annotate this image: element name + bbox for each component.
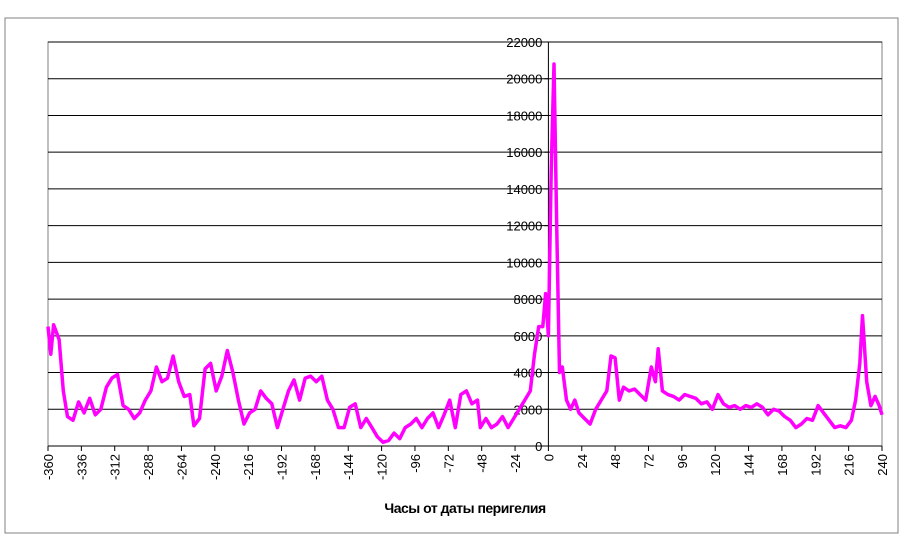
data-line xyxy=(46,62,884,445)
x-tick-label: -96 xyxy=(408,454,423,473)
x-tick-label: -48 xyxy=(475,454,490,473)
chart-frame xyxy=(4,17,899,534)
x-tick-label: -120 xyxy=(375,454,390,480)
x-tick-label: 192 xyxy=(808,454,823,476)
x-tick-label: -216 xyxy=(241,454,256,480)
plot-area xyxy=(47,41,883,447)
y-tick-label: 16000 xyxy=(506,145,542,160)
x-tick-label: -336 xyxy=(74,454,89,480)
y-tick-label: 4000 xyxy=(513,366,542,381)
x-tick-label: 144 xyxy=(742,454,757,476)
x-tick-label: 120 xyxy=(708,454,723,476)
x-tick-label: 24 xyxy=(575,454,590,468)
x-tick-label: 0 xyxy=(541,454,556,461)
x-tick-label: -192 xyxy=(275,454,290,480)
x-tick-label: -288 xyxy=(141,454,156,480)
x-tick-label: 240 xyxy=(875,454,890,476)
x-tick-label: -144 xyxy=(341,454,356,480)
x-tick-label: -240 xyxy=(208,454,223,480)
x-tick-label: -168 xyxy=(308,454,323,480)
x-tick-label: -24 xyxy=(508,454,523,473)
y-tick-label: 20000 xyxy=(506,72,542,87)
x-tick-label: -72 xyxy=(441,454,456,473)
x-tick-label: -312 xyxy=(108,454,123,480)
y-tick-label: 14000 xyxy=(506,182,542,197)
y-tick-label: 12000 xyxy=(506,219,542,234)
x-tick-label: -264 xyxy=(174,454,189,480)
x-tick-label: -360 xyxy=(41,454,56,480)
y-tick-label: 18000 xyxy=(506,108,542,123)
x-tick-label: 72 xyxy=(641,454,656,468)
x-tick-label: 216 xyxy=(842,454,857,476)
x-tick-label: 96 xyxy=(675,454,690,468)
x-axis-label: Часы от даты перигелия xyxy=(384,500,546,516)
y-tick-label: 10000 xyxy=(506,255,542,270)
x-tick-label: 48 xyxy=(608,454,623,468)
x-tick-label: 168 xyxy=(775,454,790,476)
y-tick-label: 8000 xyxy=(513,292,542,307)
y-tick-label: 22000 xyxy=(506,35,542,50)
